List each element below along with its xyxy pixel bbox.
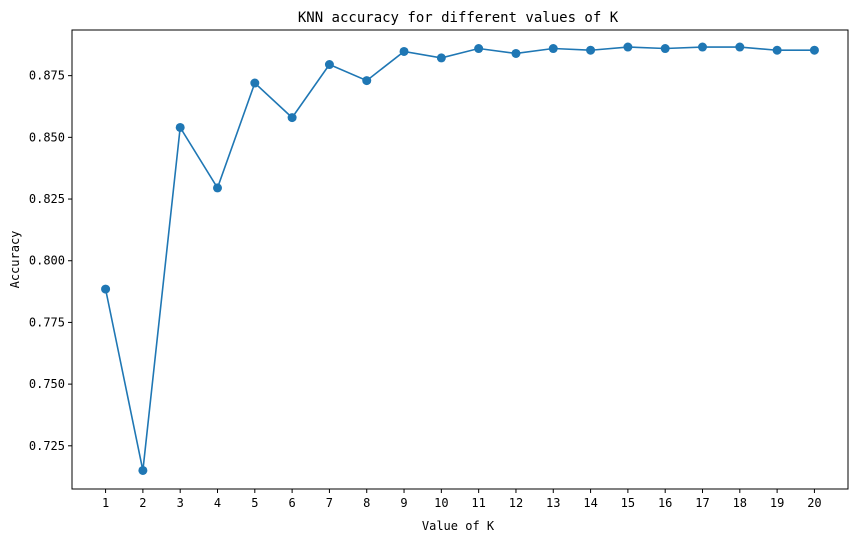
x-tick-label: 16 — [658, 496, 672, 510]
data-point-k7 — [324, 60, 334, 70]
x-tick-label: 12 — [509, 496, 523, 510]
x-tick-label: 18 — [733, 496, 747, 510]
data-point-k11 — [474, 44, 484, 54]
data-point-k3 — [175, 122, 185, 132]
series-line — [104, 46, 815, 471]
y-axis-ticks: 0.725 0.750 0.775 0.800 0.825 0.850 0.875 — [29, 69, 72, 453]
data-point-k18 — [735, 42, 745, 52]
y-tick-label: 0.875 — [29, 69, 65, 83]
x-tick-label: 14 — [583, 496, 597, 510]
data-point-k14 — [586, 45, 596, 55]
data-point-k16 — [660, 44, 670, 54]
y-tick-label: 0.850 — [29, 130, 65, 144]
x-axis-label: Value of K — [422, 519, 495, 533]
x-tick-label: 7 — [326, 496, 333, 510]
plot-frame — [71, 29, 849, 490]
x-tick-label: 3 — [177, 496, 184, 510]
plot-area — [101, 42, 819, 475]
data-point-k20 — [809, 45, 819, 55]
x-tick-label: 19 — [770, 496, 784, 510]
x-tick-label: 11 — [471, 496, 485, 510]
data-point-k12 — [511, 48, 521, 58]
y-tick-label: 0.725 — [29, 439, 65, 453]
x-tick-label: 6 — [288, 496, 295, 510]
data-point-k19 — [772, 45, 782, 55]
data-point-k17 — [698, 42, 707, 52]
data-point-k6 — [287, 113, 297, 123]
x-tick-label: 20 — [807, 496, 821, 510]
y-tick-label: 0.750 — [29, 377, 65, 391]
data-point-k1 — [101, 284, 111, 294]
data-point-k13 — [548, 44, 558, 54]
x-tick-label: 13 — [546, 496, 560, 510]
y-tick-label: 0.825 — [29, 192, 65, 206]
x-tick-label: 2 — [139, 496, 146, 510]
data-point-k5 — [250, 78, 260, 88]
x-tick-label: 1 — [102, 496, 109, 510]
y-tick-label: 0.800 — [29, 254, 65, 268]
x-axis-ticks: 1 2 3 4 5 6 7 8 9 10 11 12 13 14 15 16 17 18 19 20 — [102, 489, 822, 510]
data-point-k9 — [399, 46, 409, 56]
y-tick-label: 0.775 — [29, 315, 65, 329]
x-tick-label: 8 — [363, 496, 370, 510]
data-point-k2 — [138, 465, 148, 475]
x-tick-label: 4 — [214, 496, 221, 510]
data-point-k8 — [362, 76, 372, 86]
x-tick-label: 9 — [400, 496, 407, 510]
x-tick-label: 17 — [695, 496, 709, 510]
data-point-k10 — [436, 53, 446, 63]
x-tick-label: 10 — [434, 496, 448, 510]
y-axis-label: Accuracy — [8, 231, 22, 289]
x-tick-label: 15 — [621, 496, 635, 510]
data-point-k15 — [623, 42, 633, 52]
chart-title: KNN accuracy for different values of K — [298, 10, 619, 26]
x-tick-label: 5 — [251, 496, 258, 510]
data-point-k4 — [213, 183, 222, 193]
